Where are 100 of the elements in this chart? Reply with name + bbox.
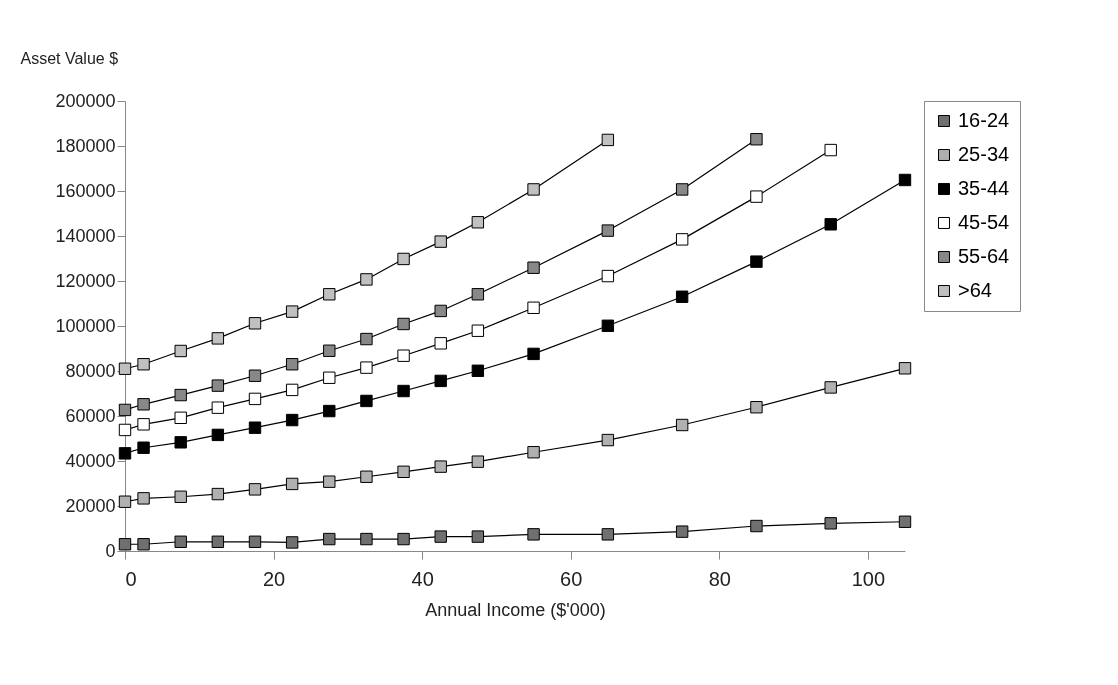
point bbox=[360, 394, 373, 408]
y-tick-label: 180000 bbox=[55, 135, 116, 156]
legend-label: 25-34 bbox=[958, 143, 1010, 165]
point bbox=[824, 218, 837, 231]
point bbox=[434, 337, 447, 350]
point bbox=[434, 304, 447, 318]
point bbox=[527, 347, 540, 361]
point bbox=[824, 517, 837, 530]
point bbox=[323, 371, 336, 384]
point bbox=[675, 183, 689, 196]
point bbox=[750, 519, 763, 533]
point bbox=[397, 532, 410, 546]
point bbox=[675, 233, 689, 246]
point bbox=[527, 446, 540, 459]
point bbox=[750, 190, 763, 203]
point bbox=[434, 460, 447, 473]
point bbox=[601, 133, 615, 147]
point bbox=[898, 173, 912, 187]
point bbox=[527, 528, 540, 541]
x-tick-label: 100 bbox=[851, 567, 886, 590]
point bbox=[174, 344, 187, 358]
point bbox=[471, 530, 485, 543]
point bbox=[527, 301, 540, 314]
point bbox=[323, 288, 336, 301]
point bbox=[118, 423, 132, 437]
point bbox=[118, 403, 132, 417]
point bbox=[471, 455, 485, 468]
point bbox=[601, 433, 615, 447]
point bbox=[285, 413, 299, 427]
point bbox=[248, 317, 262, 330]
y-tick-label: 120000 bbox=[55, 270, 116, 291]
point bbox=[434, 530, 447, 543]
point bbox=[211, 401, 225, 414]
point bbox=[248, 392, 262, 406]
point bbox=[285, 536, 299, 549]
point bbox=[750, 133, 763, 146]
point bbox=[174, 388, 187, 402]
y-tick-label: 80000 bbox=[65, 360, 116, 381]
point bbox=[118, 447, 132, 460]
point bbox=[137, 538, 150, 551]
point bbox=[527, 261, 540, 274]
point bbox=[601, 528, 615, 541]
point bbox=[137, 418, 150, 431]
point bbox=[174, 436, 187, 449]
point bbox=[137, 358, 150, 371]
point bbox=[397, 317, 410, 331]
point bbox=[601, 319, 615, 332]
y-tick-label: 200000 bbox=[55, 90, 116, 111]
point bbox=[248, 421, 262, 434]
x-tick-label: 40 bbox=[411, 567, 434, 590]
point bbox=[137, 492, 150, 505]
x-tick-label: 20 bbox=[262, 567, 286, 590]
point bbox=[211, 487, 225, 501]
point bbox=[471, 216, 485, 229]
point bbox=[360, 532, 373, 546]
point bbox=[211, 535, 225, 548]
point bbox=[360, 361, 373, 374]
point bbox=[285, 305, 299, 318]
point bbox=[174, 490, 187, 503]
legend-label: 35-44 bbox=[958, 177, 1010, 199]
point bbox=[323, 344, 336, 357]
point bbox=[360, 332, 373, 346]
x-tick-label: 80 bbox=[708, 567, 731, 590]
y-axis-title: Asset Value $ bbox=[20, 49, 119, 67]
point bbox=[360, 273, 373, 286]
point bbox=[397, 465, 410, 478]
x-tick-label: 0 bbox=[125, 567, 137, 590]
y-tick-label: 20000 bbox=[65, 495, 116, 516]
point bbox=[471, 364, 485, 377]
y-tick-label: 0 bbox=[105, 540, 116, 561]
point bbox=[285, 477, 299, 491]
point bbox=[601, 224, 615, 237]
point bbox=[174, 535, 187, 548]
point bbox=[323, 532, 336, 546]
point bbox=[285, 383, 299, 397]
point bbox=[397, 252, 410, 266]
legend-label: 55-64 bbox=[958, 245, 1010, 267]
point bbox=[248, 535, 262, 548]
point bbox=[471, 324, 485, 337]
y-tick-label: 100000 bbox=[55, 315, 116, 336]
point bbox=[434, 374, 447, 388]
point bbox=[360, 470, 373, 483]
point bbox=[323, 475, 336, 488]
point bbox=[285, 358, 299, 371]
point bbox=[471, 288, 485, 301]
point bbox=[248, 483, 262, 496]
point bbox=[118, 495, 132, 508]
point bbox=[601, 269, 615, 283]
point bbox=[824, 143, 837, 157]
y-tick-label: 160000 bbox=[55, 180, 116, 201]
point bbox=[397, 349, 410, 362]
y-tick-label: 140000 bbox=[55, 225, 116, 246]
point bbox=[675, 525, 689, 538]
legend-label: 45-54 bbox=[958, 211, 1010, 233]
legend-label: 16-24 bbox=[958, 109, 1010, 131]
point bbox=[434, 235, 447, 248]
point bbox=[898, 362, 912, 375]
point bbox=[211, 379, 225, 392]
point bbox=[137, 441, 150, 454]
point bbox=[397, 384, 410, 398]
